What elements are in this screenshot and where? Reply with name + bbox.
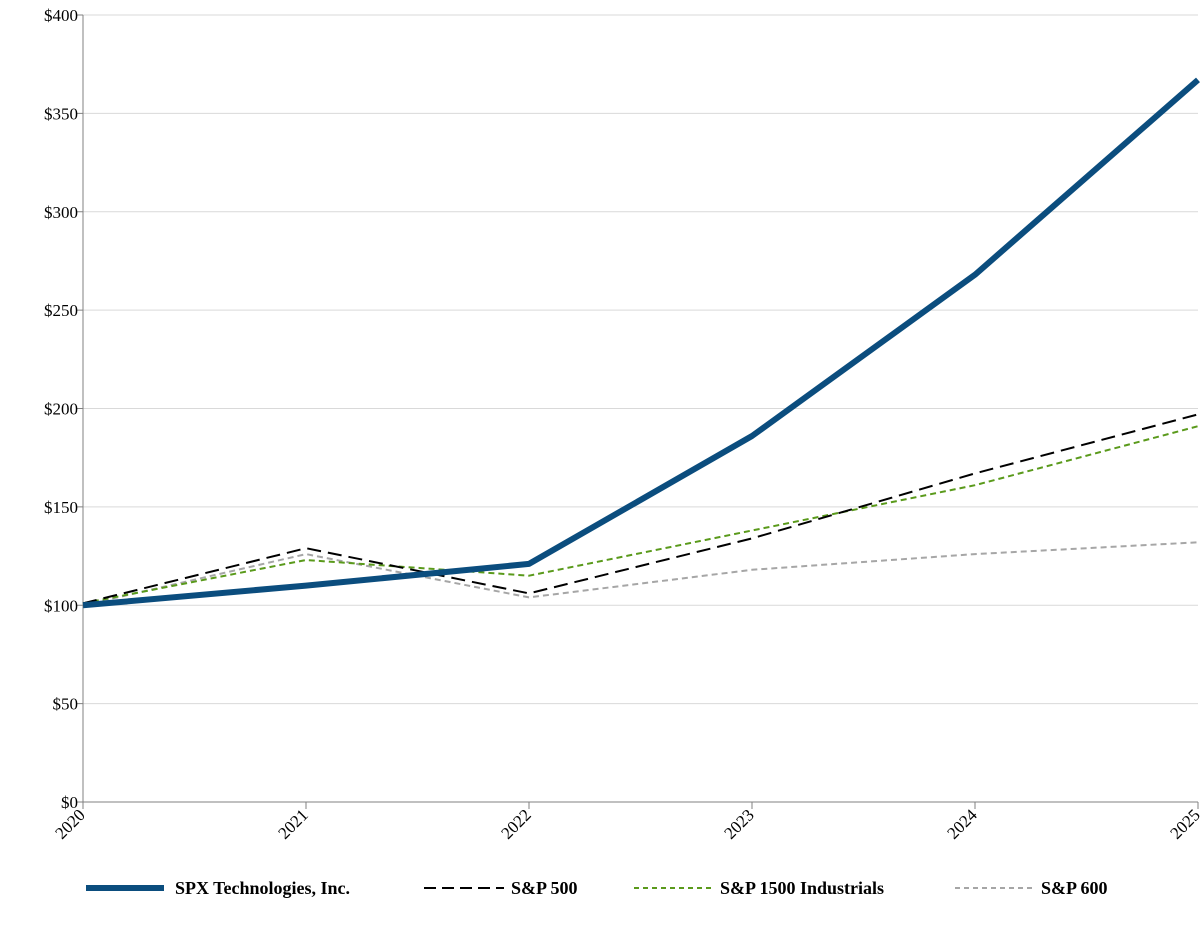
gridlines: [83, 14, 1198, 705]
legend-label-sp600: S&P 600: [1041, 877, 1108, 898]
y-tick-label: $400: [44, 6, 78, 25]
y-tick-label: $50: [53, 695, 79, 714]
line-chart: $0$50$100$150$200$250$300$350$400 2020 20…: [44, 6, 1203, 843]
legend-item-sp1500: S&P 1500 Industrials: [634, 868, 884, 908]
legend-swatch-sp1500: [634, 887, 714, 889]
x-tick-label: 2024: [943, 805, 981, 843]
legend-label-sp1500: S&P 1500 Industrials: [720, 877, 885, 898]
y-axis-ticks: $0 $50 $100 $150 $200 $250 $300 $350 $400: [44, 6, 78, 812]
y-tick-label: $300: [44, 203, 78, 222]
x-tick-label: 2023: [720, 805, 757, 842]
series-line-0: [82, 77, 1200, 609]
y-tick-label: $350: [44, 104, 78, 123]
y-tick-label: $250: [44, 301, 78, 320]
legend-item-sp600: S&P 600: [955, 868, 1108, 908]
series-line-3: [82, 541, 1199, 607]
legend-label-sp500: S&P 500: [511, 877, 578, 898]
series-line-1: [82, 413, 1199, 605]
y-tick-label: $100: [44, 596, 78, 615]
x-tick-label: 2020: [51, 805, 88, 842]
legend-swatch-spx: [86, 885, 164, 891]
x-axis-ticks: 2020 2021 2022 2023 2024 2025: [51, 805, 1203, 843]
legend-swatch-sp600: [955, 887, 1035, 889]
legend-item-spx: SPX Technologies, Inc.: [86, 868, 350, 908]
axes: [77, 14, 1199, 809]
series-lines: [82, 77, 1200, 609]
x-tick-label: 2025: [1166, 805, 1203, 842]
series-line-2: [82, 425, 1199, 605]
y-tick-label: $150: [44, 498, 78, 517]
legend: SPX Technologies, Inc. S&P 500 S&P 1500 …: [0, 868, 1203, 908]
x-tick-label: 2022: [497, 805, 534, 842]
y-tick-label: $0: [61, 793, 78, 812]
legend-item-sp500: S&P 500: [424, 868, 578, 908]
legend-label-spx: SPX Technologies, Inc.: [175, 877, 351, 898]
x-tick-label: 2021: [274, 805, 311, 842]
y-tick-label: $200: [44, 400, 78, 419]
legend-swatch-sp500: [424, 887, 504, 889]
